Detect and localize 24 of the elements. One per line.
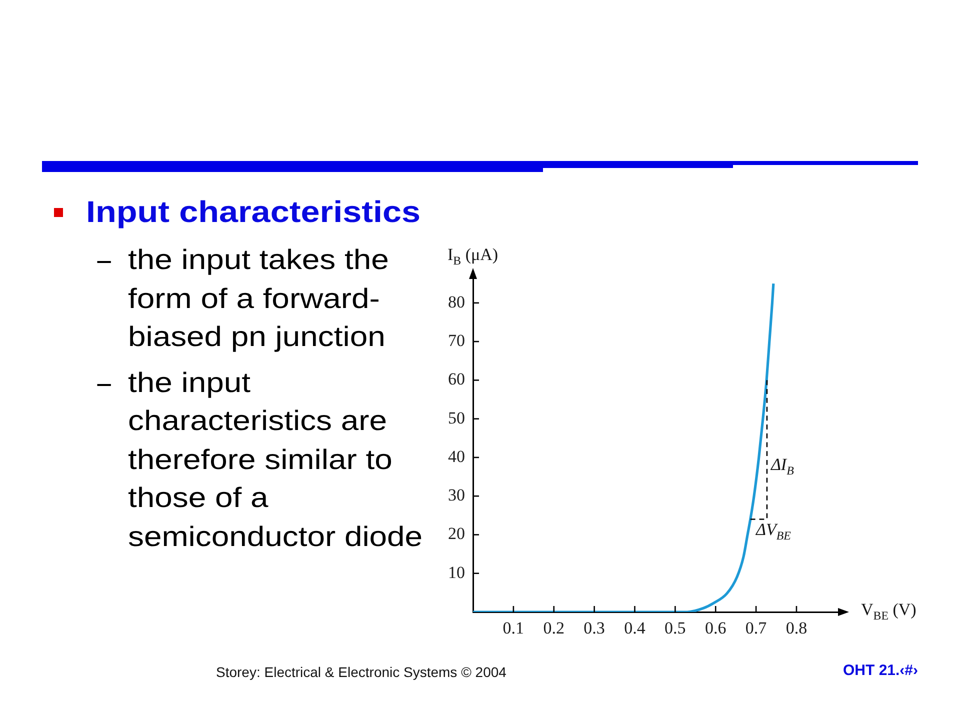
y-tick-label: 30 xyxy=(448,486,465,505)
y-tick-label: 60 xyxy=(448,370,465,389)
y-tick-label: 10 xyxy=(448,562,465,582)
y-tick-label: 70 xyxy=(448,331,465,350)
x-tick-label: 0.8 xyxy=(786,618,808,638)
y-tick-label: 50 xyxy=(448,408,465,428)
x-tick-label: 0.1 xyxy=(502,618,524,638)
y-tick-label: 20 xyxy=(448,524,465,544)
annotation: ΔV$_{BE}$ xyxy=(756,520,791,545)
x-tick-label: 0.7 xyxy=(745,618,768,638)
x-tick-label: 0.5 xyxy=(664,618,686,638)
y-tick-label: 80 xyxy=(448,292,465,312)
x-tick-label: 0.2 xyxy=(543,618,564,638)
chart-title: Input characteristics xyxy=(86,195,421,231)
y-tick-label: 40 xyxy=(448,446,465,466)
y-axis-title: I$_{B}$ (μA) xyxy=(448,245,498,270)
x-tick-label: 0.6 xyxy=(704,618,726,638)
text: OHT 21.‹#› xyxy=(842,662,918,680)
annotation: ΔI$_{B}$ xyxy=(770,454,794,479)
x-axis-title: V$_{BE}$ (V) xyxy=(861,600,916,624)
text: Storey: Electrical & Electronic Systems © 2004 xyxy=(216,663,506,681)
text: the input characteristics are therefore similar to those of a semiconductor diode xyxy=(128,366,424,554)
x-tick-label: 0.4 xyxy=(624,618,646,638)
x-tick-label: 0.3 xyxy=(584,618,605,638)
